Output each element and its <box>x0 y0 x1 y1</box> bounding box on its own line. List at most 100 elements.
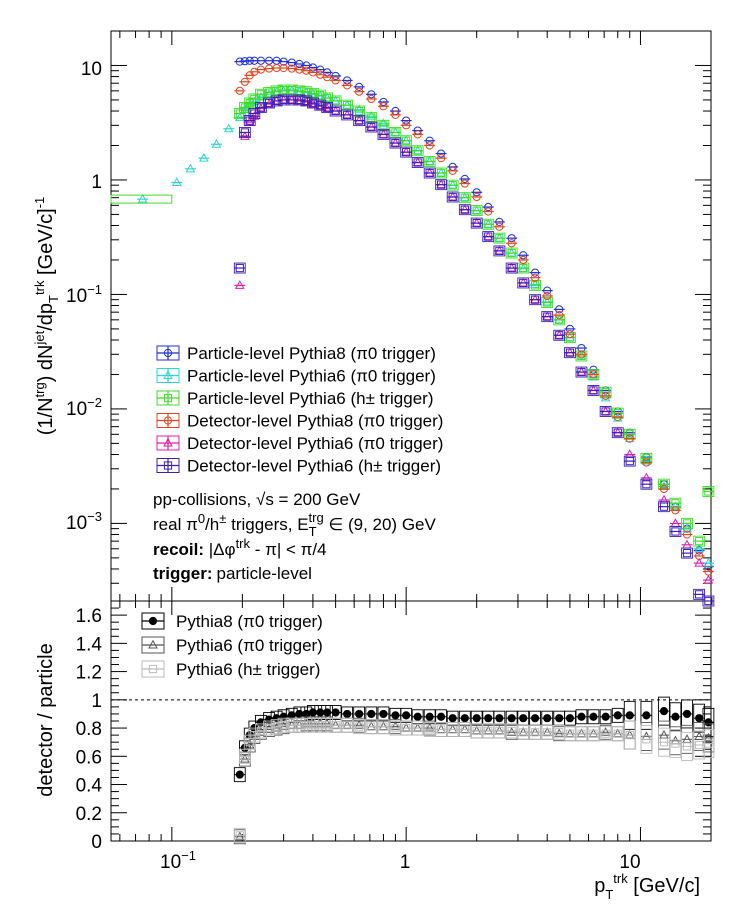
ratio-point <box>343 709 352 719</box>
legend-bottom: Pythia8 (π0 trigger) Pythia6 (π0 trigger)… <box>141 612 323 679</box>
ytick-label-0.001: 10−3 <box>66 509 102 534</box>
data-point <box>367 122 376 132</box>
syst-box <box>263 87 275 98</box>
data-point <box>367 113 376 122</box>
syst-box <box>640 452 653 464</box>
legend-entry: Particle-level Pythia6 (π0 trigger) <box>156 367 436 386</box>
ytick-label-0.01: 10−2 <box>66 395 102 420</box>
ratio-point <box>682 709 692 719</box>
data-point <box>542 296 553 306</box>
data-point <box>437 154 446 163</box>
ratio-point <box>460 725 469 734</box>
data-point <box>589 386 598 395</box>
data-point <box>379 102 388 111</box>
ratio-point <box>331 721 340 730</box>
ytick-label: 1 <box>91 691 102 712</box>
xtick-label-10: 10 <box>619 852 640 873</box>
ratio-point <box>484 714 493 723</box>
ratio-point <box>507 714 516 723</box>
legend-marker <box>163 348 173 358</box>
syst-box <box>341 109 354 121</box>
data-point <box>331 71 340 81</box>
syst-box <box>505 262 518 274</box>
ratio-point <box>425 725 434 734</box>
syst-box <box>587 384 600 396</box>
ratio-point <box>519 714 528 723</box>
syst-box <box>669 526 682 537</box>
data-point <box>495 217 504 227</box>
top-plot-marks <box>110 56 715 607</box>
data-point <box>256 65 266 74</box>
ratio-point <box>565 728 575 738</box>
data-point <box>355 106 364 116</box>
syst-box <box>423 156 436 167</box>
legend-box <box>141 636 165 654</box>
data-point <box>355 116 364 125</box>
ratio-point <box>484 726 493 735</box>
ratio-point <box>642 735 651 744</box>
ratio-point <box>413 712 422 721</box>
syst-box <box>329 105 342 117</box>
data-point <box>642 454 651 463</box>
ratio-point <box>682 742 692 751</box>
syst-box <box>238 126 251 138</box>
ratio-point <box>507 726 516 735</box>
ratio-point <box>518 727 529 736</box>
data-point <box>366 111 377 120</box>
data-point <box>245 116 254 125</box>
ratio-series-1 <box>233 716 715 845</box>
ratio-point <box>367 722 376 731</box>
syst-box <box>553 329 566 341</box>
ratio-point <box>322 718 332 728</box>
ratio-point <box>391 723 400 733</box>
ratio-point <box>424 722 435 732</box>
data-point <box>185 163 196 173</box>
legend-label: Detector-level Pythia6 (h± trigger) <box>187 457 441 476</box>
data-point <box>235 86 244 95</box>
data-point <box>244 116 255 126</box>
ratio-point <box>542 727 553 736</box>
data-point <box>448 192 457 202</box>
data-point <box>704 487 713 496</box>
legend-box <box>156 413 180 428</box>
data-point <box>343 101 352 110</box>
data-point <box>507 234 516 243</box>
syst-box <box>389 137 402 149</box>
syst-box <box>505 247 518 259</box>
data-point <box>402 136 411 145</box>
syst-box <box>110 194 173 204</box>
syst-box <box>255 88 267 100</box>
syst-box <box>517 262 530 274</box>
ratio-point <box>613 729 622 738</box>
ratio-point <box>682 734 692 743</box>
ratio-point <box>694 731 704 741</box>
ratio-point <box>601 729 610 738</box>
syst-box <box>541 297 554 308</box>
ratio-point <box>471 725 482 735</box>
series-5 <box>233 94 715 607</box>
syst-box <box>423 167 436 179</box>
data-point <box>211 139 222 148</box>
legend-label: Pythia6 (h± trigger) <box>176 660 320 679</box>
data-point <box>256 90 266 99</box>
data-point <box>402 121 411 130</box>
data-point <box>565 330 575 339</box>
ratio-point <box>695 714 704 723</box>
legend-entry: Detector-level Pythia6 (h± trigger) <box>156 457 441 476</box>
ratio-point <box>355 709 364 719</box>
syst-box <box>575 366 588 378</box>
ratio-point <box>402 723 411 733</box>
data-point <box>472 192 481 202</box>
data-point <box>330 95 341 105</box>
data-point <box>402 148 411 157</box>
data-point <box>367 94 376 104</box>
legend-label: Detector-level Pythia8 (π0 trigger) <box>187 412 443 431</box>
syst-box <box>263 97 275 109</box>
data-point <box>543 298 552 307</box>
legend-label: Particle-level Pythia8 (π0 trigger) <box>187 344 436 363</box>
data-point <box>425 157 434 166</box>
ratio-point <box>671 739 680 748</box>
ratio-point <box>624 729 635 739</box>
data-point <box>519 255 528 265</box>
